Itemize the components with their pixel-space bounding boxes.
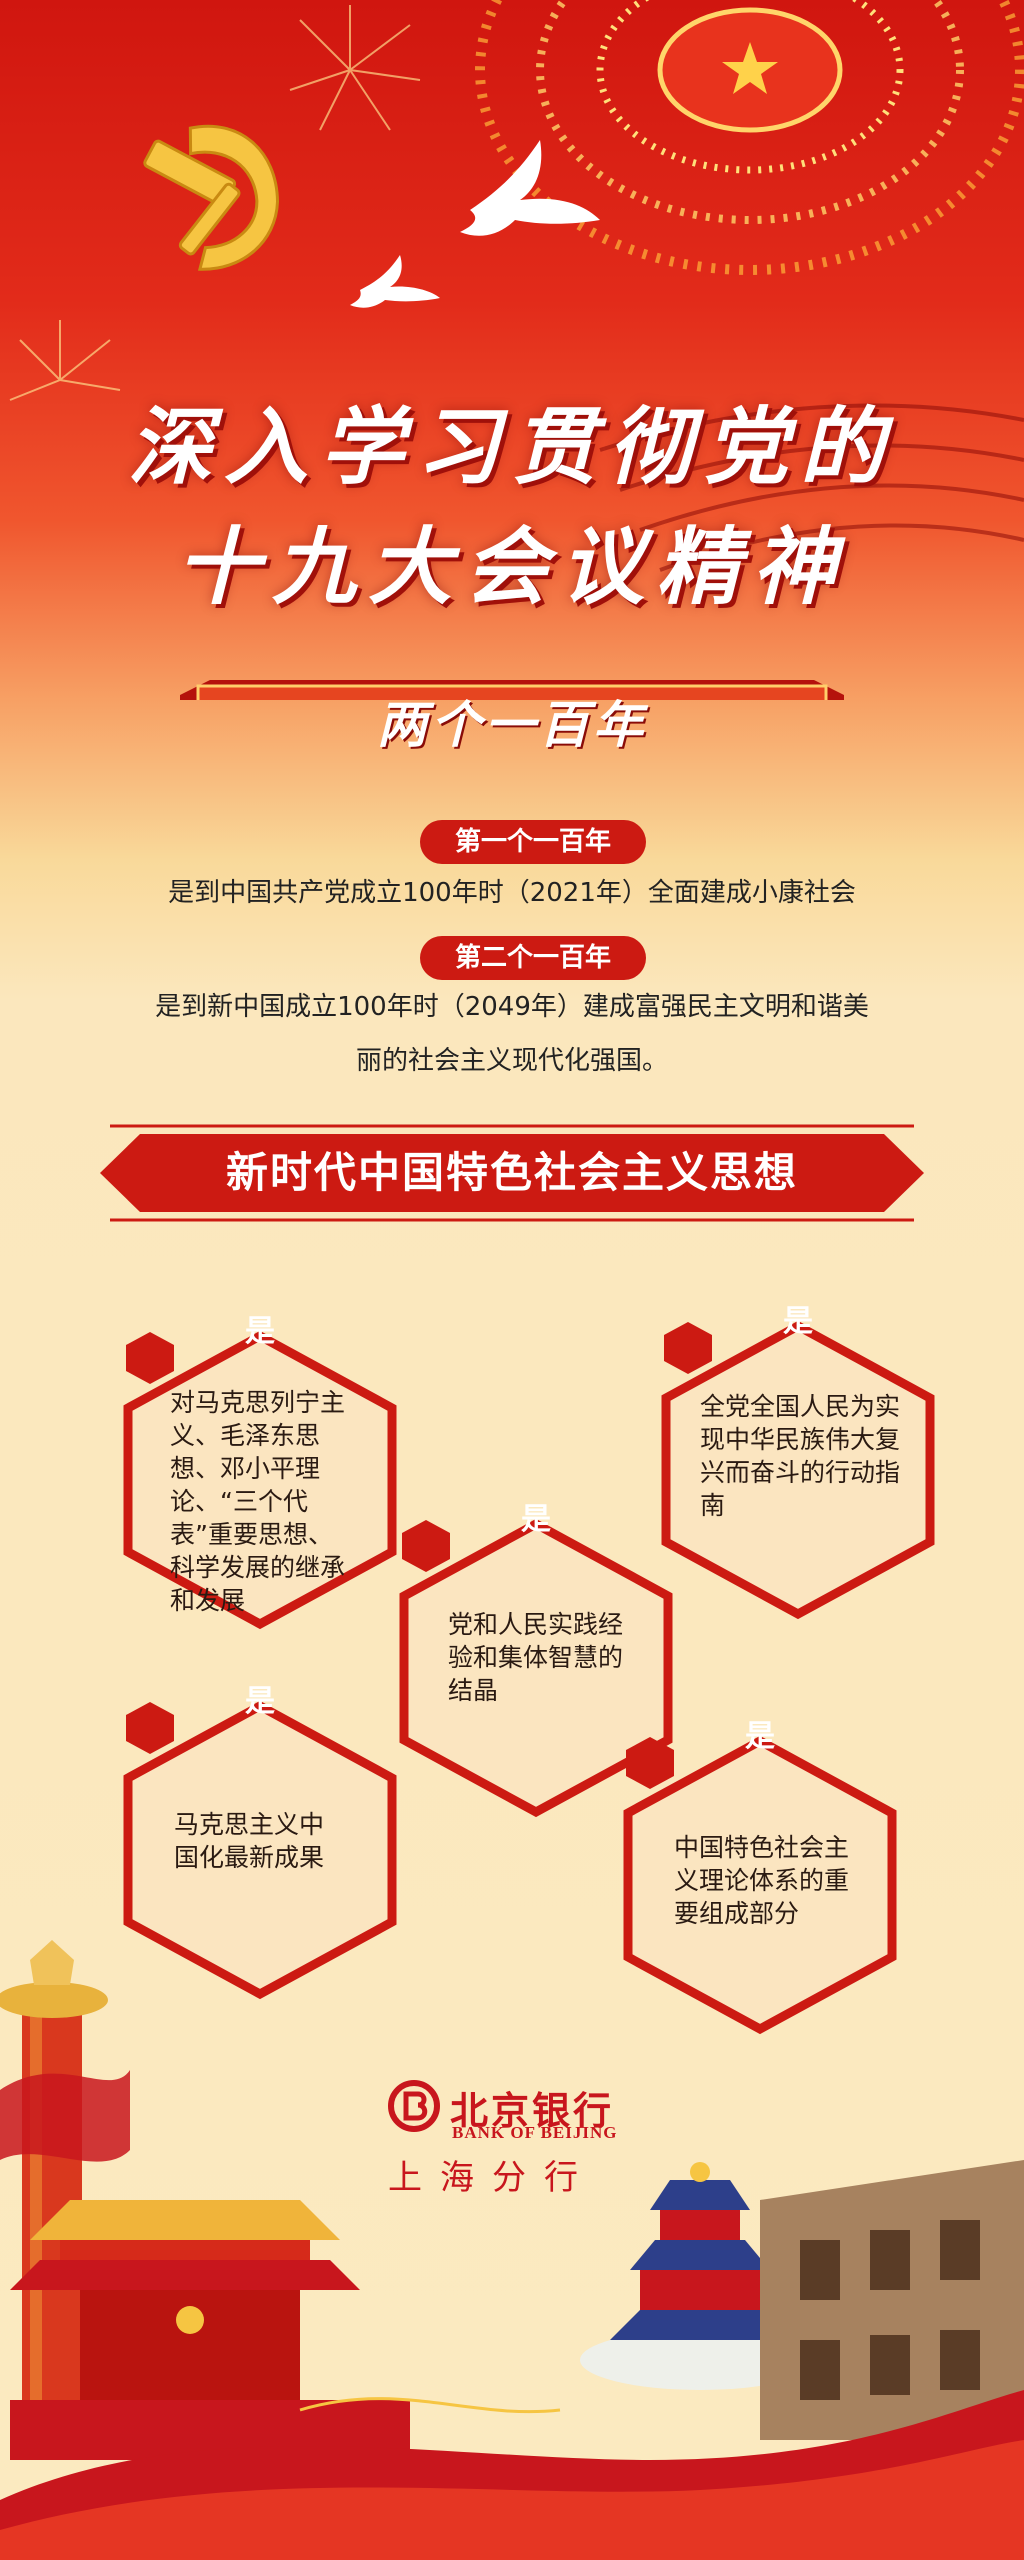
hex-card-4: 是 马克思主义中国化最新成果 — [122, 1684, 398, 2000]
goal2-text-line2: 丽的社会主义现代化强国。 — [355, 1046, 668, 1076]
hex-text-1: 对马克思列宁主义、毛泽东思想、邓小平理论、“三个代表”重要思想、科学发展的继承和… — [170, 1388, 346, 1615]
goal2-label: 第二个一百年 — [420, 936, 646, 980]
hex-card-5: 是 中国特色社会主义理论体系的重要组成部分 — [622, 1719, 898, 2035]
fireworks — [9, 5, 421, 401]
hex-badge-4: 是 — [245, 1684, 275, 1719]
section2-banner-title: 新时代中国特色社会主义思想 — [225, 1148, 798, 1197]
hex-badge-1: 是 — [245, 1314, 275, 1349]
hex-card-3: 是 党和人民实践经验和集体智慧的结晶 — [398, 1502, 674, 1818]
hex-card-1: 是 对马克思列宁主义、毛泽东思想、邓小平理论、“三个代表”重要思想、科学发展的继… — [122, 1314, 398, 1630]
bank-name-cn: 北京银行 — [450, 2089, 615, 2133]
ceiling-lights — [475, 0, 1024, 275]
bank-branch: 上海分行 — [388, 2158, 596, 2198]
ribbon-shape — [180, 680, 844, 700]
hex-badge-2: 是 — [783, 1304, 813, 1339]
hex-badge-3: 是 — [521, 1502, 551, 1537]
hex-text-5: 中国特色社会主义理论体系的重要组成部分 — [674, 1833, 850, 1928]
hex-text-4: 马克思主义中国化最新成果 — [174, 1810, 325, 1872]
national-emblem-icon — [722, 42, 778, 94]
section2-banner-shape — [100, 1124, 924, 1222]
goal2-text-line1: 是到新中国成立100年时（2049年）建成富强民主文明和谐美 — [155, 992, 869, 1022]
bank-logo-icon — [388, 2080, 440, 2132]
building-right — [760, 2160, 1024, 2440]
goal1-text: 是到中国共产党成立100年时（2021年）全面建成小康社会 — [168, 878, 856, 908]
page-title-line1: 深入学习贯彻党的 — [127, 397, 896, 496]
ribbon-title: 两个一百年 — [377, 695, 647, 754]
footer-artwork — [0, 1940, 1024, 2560]
party-emblem-icon — [143, 124, 280, 271]
hex-badge-5: 是 — [745, 1719, 775, 1754]
goal1-label: 第一个一百年 — [420, 820, 646, 864]
bank-name-en: BANK OF BEIJING — [452, 2123, 618, 2142]
page-title-line2: 十九大会议精神 — [175, 517, 848, 616]
dove-icon — [350, 140, 600, 308]
hall-seating — [599, 403, 1024, 572]
hex-card-2: 是 全党全国人民为实现中华民族伟大复兴而奋斗的行动指南 — [660, 1304, 936, 1620]
hex-text-3: 党和人民实践经验和集体智慧的结晶 — [448, 1610, 624, 1705]
hex-text-2: 全党全国人民为实现中华民族伟大复兴而奋斗的行动指南 — [700, 1392, 901, 1520]
header-artwork — [9, 0, 1024, 700]
